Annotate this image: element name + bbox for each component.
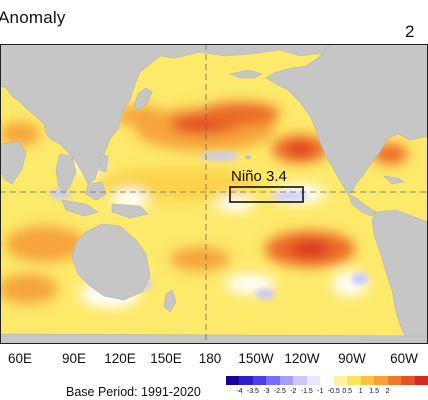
gridlines	[0, 44, 428, 344]
landmass-north-america	[265, 44, 428, 195]
color-scale-swatch	[347, 376, 361, 385]
color-scale-swatch	[293, 376, 307, 385]
color-scale-ticks: -4 -3.5 -3 -2.5 -2 -1.5 -1 -0.5 0.5 1 1.5 2	[226, 388, 428, 400]
anomaly-patch	[272, 192, 308, 200]
color-scale-swatch	[387, 376, 402, 385]
map-title: Anomaly	[0, 8, 66, 27]
longitude-tick-label: 60E	[7, 351, 33, 366]
color-scale-bar	[226, 376, 428, 385]
color-scale-tick-label: -2	[290, 388, 297, 395]
landmass-central-america	[347, 193, 377, 217]
anomaly-patch	[200, 152, 240, 160]
anomaly-patch	[215, 196, 255, 212]
color-scale-swatch	[266, 376, 280, 385]
color-scale-swatch	[414, 376, 428, 385]
landmass-new-guinea	[111, 203, 149, 219]
color-scale-swatch	[252, 376, 267, 385]
color-scale-swatch	[374, 376, 388, 385]
color-scale-tick-label: -0.5	[327, 388, 340, 395]
color-scale-swatch	[226, 376, 240, 385]
color-scale-swatch	[401, 376, 415, 385]
color-scale-swatch	[239, 376, 253, 385]
map-title-date-fragment: 2	[405, 22, 415, 41]
longitude-tick-label: 90W	[338, 351, 366, 366]
color-scale-tick-label: 1	[358, 388, 363, 395]
anomaly-patch	[352, 273, 368, 285]
color-scale-swatch	[279, 376, 294, 385]
anomaly-patches	[0, 96, 428, 324]
color-scale-tick-label: -1.5	[300, 388, 313, 395]
color-scale-tick-label: -3.5	[246, 388, 259, 395]
landmass-new-zealand	[163, 289, 177, 313]
color-scale-tick-label: 2	[385, 388, 390, 395]
land	[0, 44, 428, 344]
landmass-antarctica	[0, 333, 428, 344]
nino34-region-box	[229, 186, 304, 203]
color-scale-tick-label: -1	[317, 388, 324, 395]
color-scale-swatch	[320, 376, 334, 385]
landmass-south-america	[371, 209, 428, 344]
color-scale-swatch	[360, 376, 375, 385]
sst-anomaly-map: Niño 3.4	[0, 44, 428, 344]
longitude-axis: 60E 90E 120E 150E 180 150W 120W 90W 60W	[0, 351, 428, 371]
anomaly-patch	[288, 143, 312, 155]
longitude-tick-label: 120E	[104, 351, 136, 366]
anomaly-patch	[0, 122, 40, 146]
longitude-tick-label: 120W	[284, 351, 320, 366]
landmass-caribbean	[383, 175, 405, 185]
color-scale-tick-label: -2.5	[273, 388, 286, 395]
landmass-borneo	[85, 181, 107, 201]
color-scale-tick-label: 1.5	[369, 388, 379, 395]
landmass-australia	[71, 223, 151, 301]
landmass-hawaii	[245, 155, 251, 160]
color-scale-swatch	[306, 376, 321, 385]
anomaly-patch	[290, 241, 330, 257]
longitude-tick-label: 150W	[238, 351, 274, 366]
anomaly-patch	[5, 226, 85, 262]
anomaly-patch	[115, 106, 165, 126]
anomaly-patch	[200, 102, 280, 126]
landmass-southeast-asia	[55, 153, 77, 195]
anomaly-patch	[50, 189, 70, 199]
landmass-indonesia	[61, 199, 99, 217]
color-scale-tick-label: -3	[263, 388, 270, 395]
longitude-tick-label: 60W	[390, 351, 418, 366]
anomaly-patch	[0, 274, 58, 304]
color-scale-swatch	[333, 376, 348, 385]
anomaly-patch	[170, 247, 230, 271]
color-scale-tick-label: -4	[236, 388, 243, 395]
landmass-japan	[133, 87, 153, 111]
landmass-philippines	[99, 153, 109, 173]
landmass-eurasia	[0, 44, 331, 185]
anomaly-patch	[225, 274, 275, 294]
base-period-label: Base Period: 1991-2020	[66, 385, 201, 399]
longitude-tick-label: 180	[198, 351, 222, 366]
anomaly-patch	[255, 289, 275, 299]
anomaly-patch	[112, 189, 148, 209]
color-scale-tick-label: 0.5	[342, 388, 353, 395]
longitude-tick-label: 150E	[150, 351, 182, 366]
longitude-tick-label: 90E	[61, 351, 87, 366]
nino34-region-label: Niño 3.4	[231, 168, 287, 185]
landmass-aleutians	[228, 69, 263, 79]
